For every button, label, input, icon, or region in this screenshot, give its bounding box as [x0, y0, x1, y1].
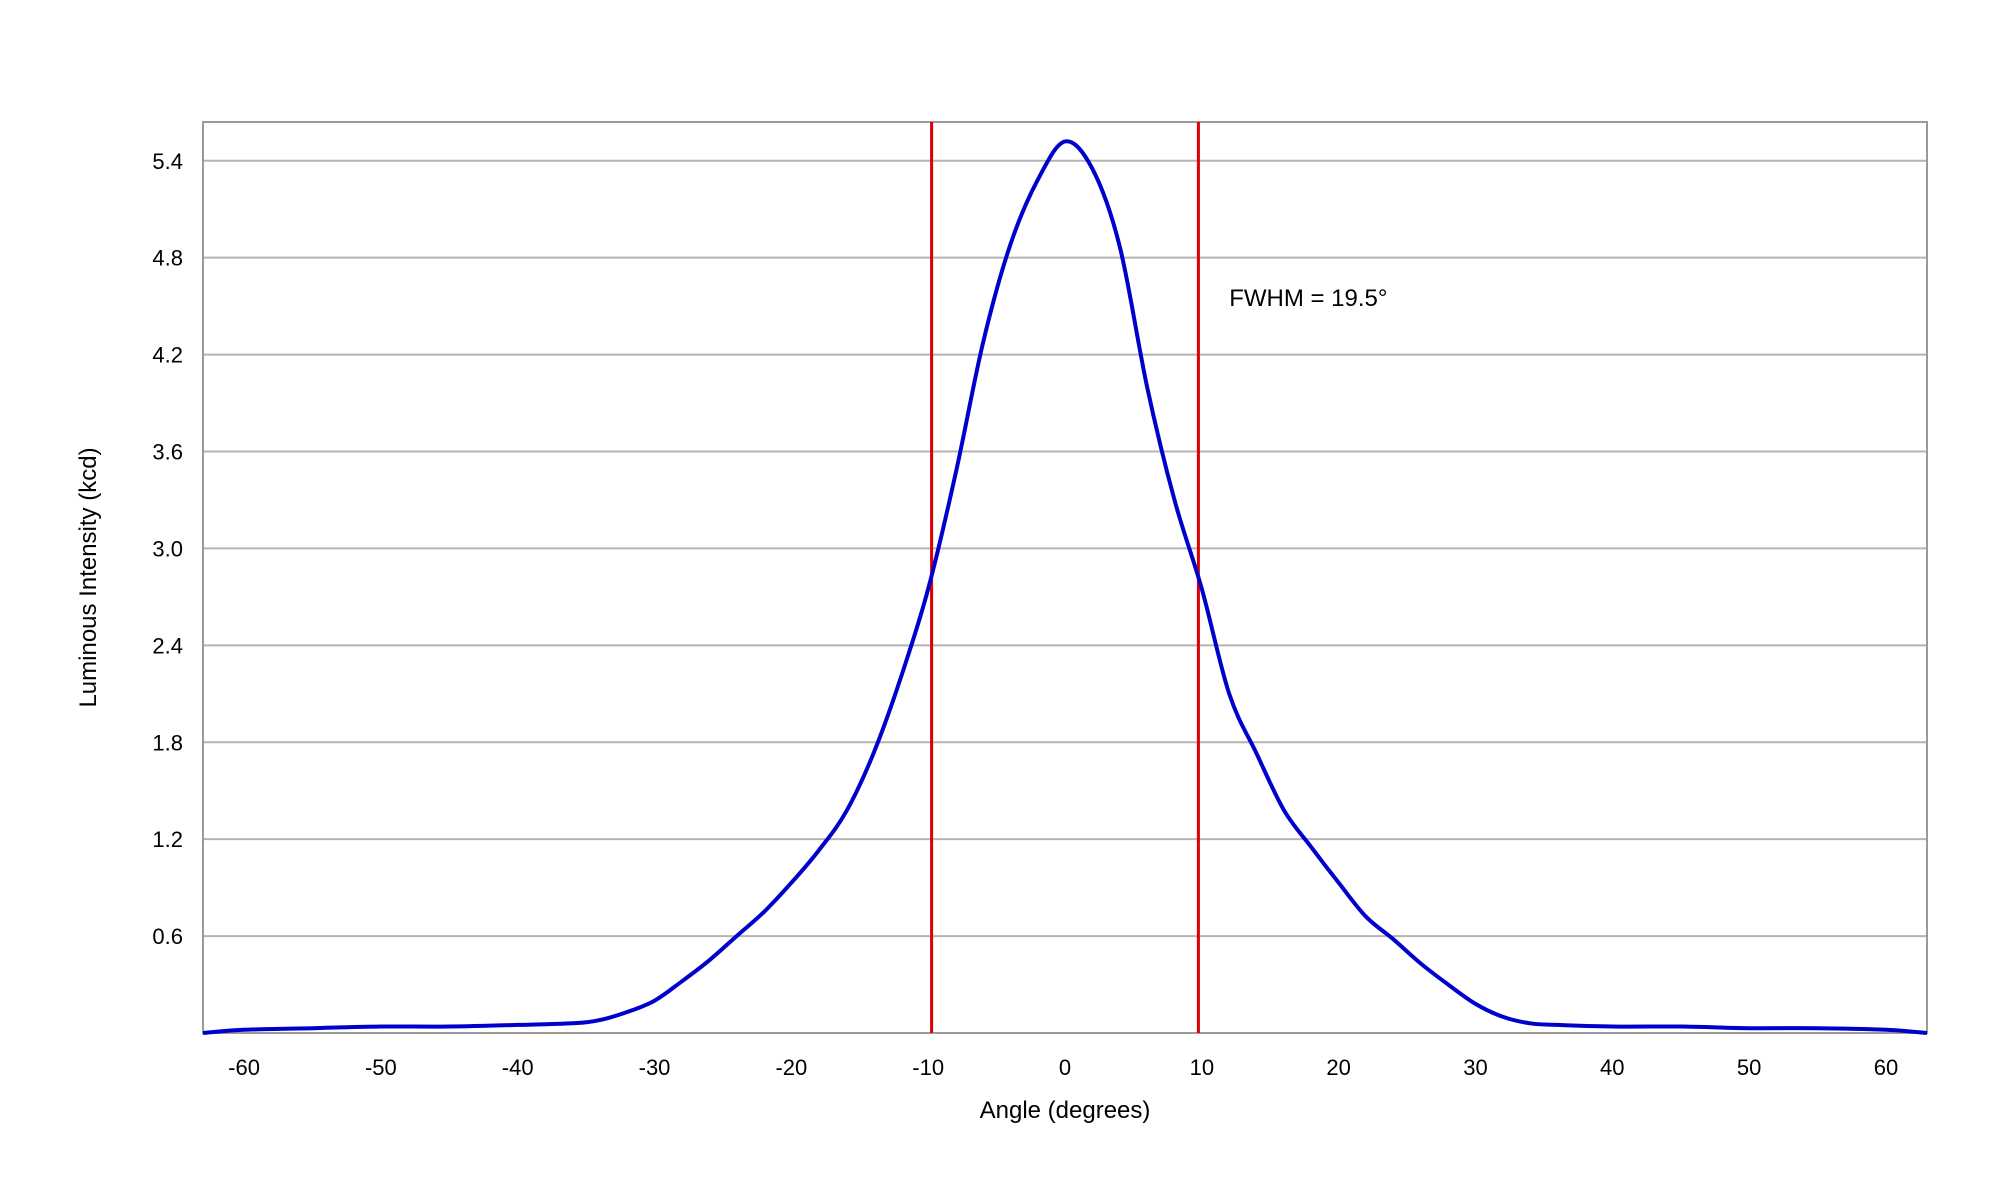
x-tick-label: 10: [1190, 1055, 1214, 1080]
x-tick-label: 30: [1463, 1055, 1487, 1080]
y-tick-label: 4.2: [152, 343, 183, 368]
data-series: [202, 139, 1928, 1035]
x-tick-label: 60: [1874, 1055, 1898, 1080]
y-tick-label: 1.8: [152, 730, 183, 755]
y-axis-label: Luminous Intensity (kcd): [75, 447, 102, 707]
x-tick-label: -40: [502, 1055, 534, 1080]
annotations: FWHM = 19.5°: [1229, 285, 1387, 312]
series-line: [202, 139, 1928, 1035]
gridlines: [203, 159, 1927, 938]
x-tick-label: -60: [228, 1055, 260, 1080]
x-axis-ticks: -60 -50 -40 -30 -20 -10 0 10 20 30 40 50 60: [228, 1055, 1898, 1080]
x-tick-label: -30: [639, 1055, 671, 1080]
y-tick-label: 5.4: [152, 149, 183, 174]
y-tick-label: 4.8: [152, 246, 183, 271]
y-tick-label: 2.4: [152, 633, 183, 658]
y-tick-label: 1.2: [152, 827, 183, 852]
y-tick-label: 3.6: [152, 440, 183, 465]
y-tick-label: 0.6: [152, 924, 183, 949]
x-tick-label: 40: [1600, 1055, 1624, 1080]
y-axis-ticks: 0.6 1.2 1.8 2.4 3.0 3.6 4.2 4.8 5.4: [152, 149, 183, 949]
x-tick-label: 20: [1326, 1055, 1350, 1080]
y-tick-label: 3.0: [152, 536, 183, 561]
x-axis-label: Angle (degrees): [980, 1097, 1151, 1124]
x-tick-label: -20: [775, 1055, 807, 1080]
fwhm-annotation: FWHM = 19.5°: [1229, 285, 1387, 312]
x-tick-label: -50: [365, 1055, 397, 1080]
plot-area-frame: [202, 121, 1928, 1034]
x-tick-label: 0: [1059, 1055, 1071, 1080]
x-tick-label: -10: [912, 1055, 944, 1080]
x-tick-label: 50: [1737, 1055, 1761, 1080]
